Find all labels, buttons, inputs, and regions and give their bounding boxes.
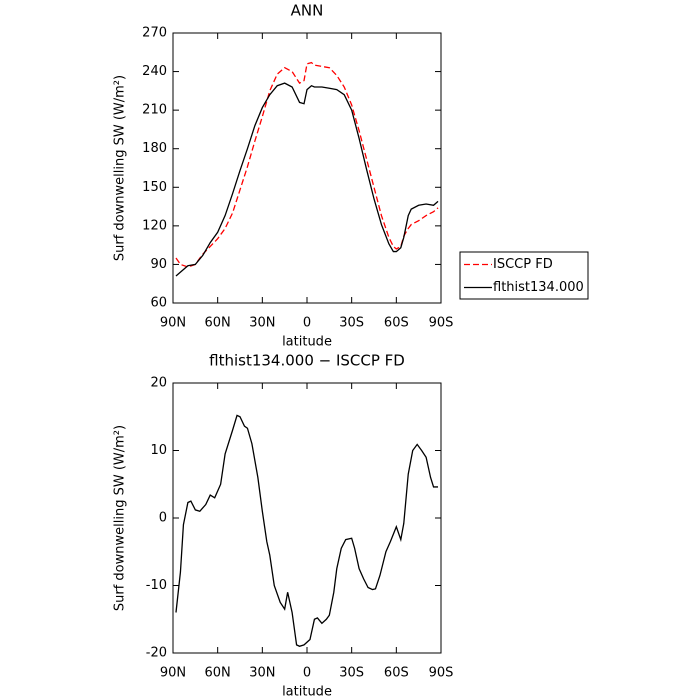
x-tick-label: 30S <box>339 316 364 331</box>
y-tick-label: 0 <box>159 511 167 526</box>
plot-frame <box>172 32 442 304</box>
y-tick-label: 240 <box>142 64 167 79</box>
x-tick-label: 30N <box>249 316 275 331</box>
y-tick-label: 120 <box>142 218 167 233</box>
x-tick-label: 60S <box>384 666 409 681</box>
chart-title: ANN <box>291 2 324 20</box>
y-tick-label: 180 <box>142 141 167 156</box>
x-tick-label: 30N <box>249 666 275 681</box>
y-axis-label: Surf downwelling SW (W/m²) <box>113 75 128 261</box>
x-axis-label: latitude <box>282 685 332 700</box>
x-tick-label: 60N <box>205 316 231 331</box>
data-line <box>175 82 439 277</box>
x-tick-label: 90S <box>429 316 454 331</box>
legend-label: ISCCP FD <box>493 257 553 272</box>
x-axis-label: latitude <box>282 335 332 350</box>
y-tick-label: 270 <box>142 26 167 41</box>
y-tick-label: -20 <box>146 646 167 661</box>
y-tick-label: -10 <box>146 578 167 593</box>
x-tick-label: 90N <box>160 666 186 681</box>
y-tick-label: 210 <box>142 103 167 118</box>
legend-label: flthist134.000 <box>493 280 584 295</box>
y-tick-label: 20 <box>150 376 167 391</box>
chart-title: flthist134.000 − ISCCP FD <box>209 352 405 370</box>
data-line <box>175 414 439 647</box>
y-tick-label: 60 <box>150 296 167 311</box>
y-axis-label: Surf downwelling SW (W/m²) <box>113 425 128 611</box>
x-tick-label: 0 <box>303 666 311 681</box>
legend-box <box>459 251 589 300</box>
x-tick-label: 90S <box>429 666 454 681</box>
y-tick-label: 10 <box>150 443 167 458</box>
x-tick-label: 30S <box>339 666 364 681</box>
x-tick-label: 60S <box>384 316 409 331</box>
y-tick-label: 150 <box>142 180 167 195</box>
x-tick-label: 90N <box>160 316 186 331</box>
plot-frame <box>172 382 442 654</box>
y-tick-label: 90 <box>150 257 167 272</box>
x-tick-label: 60N <box>205 666 231 681</box>
x-tick-label: 0 <box>303 316 311 331</box>
